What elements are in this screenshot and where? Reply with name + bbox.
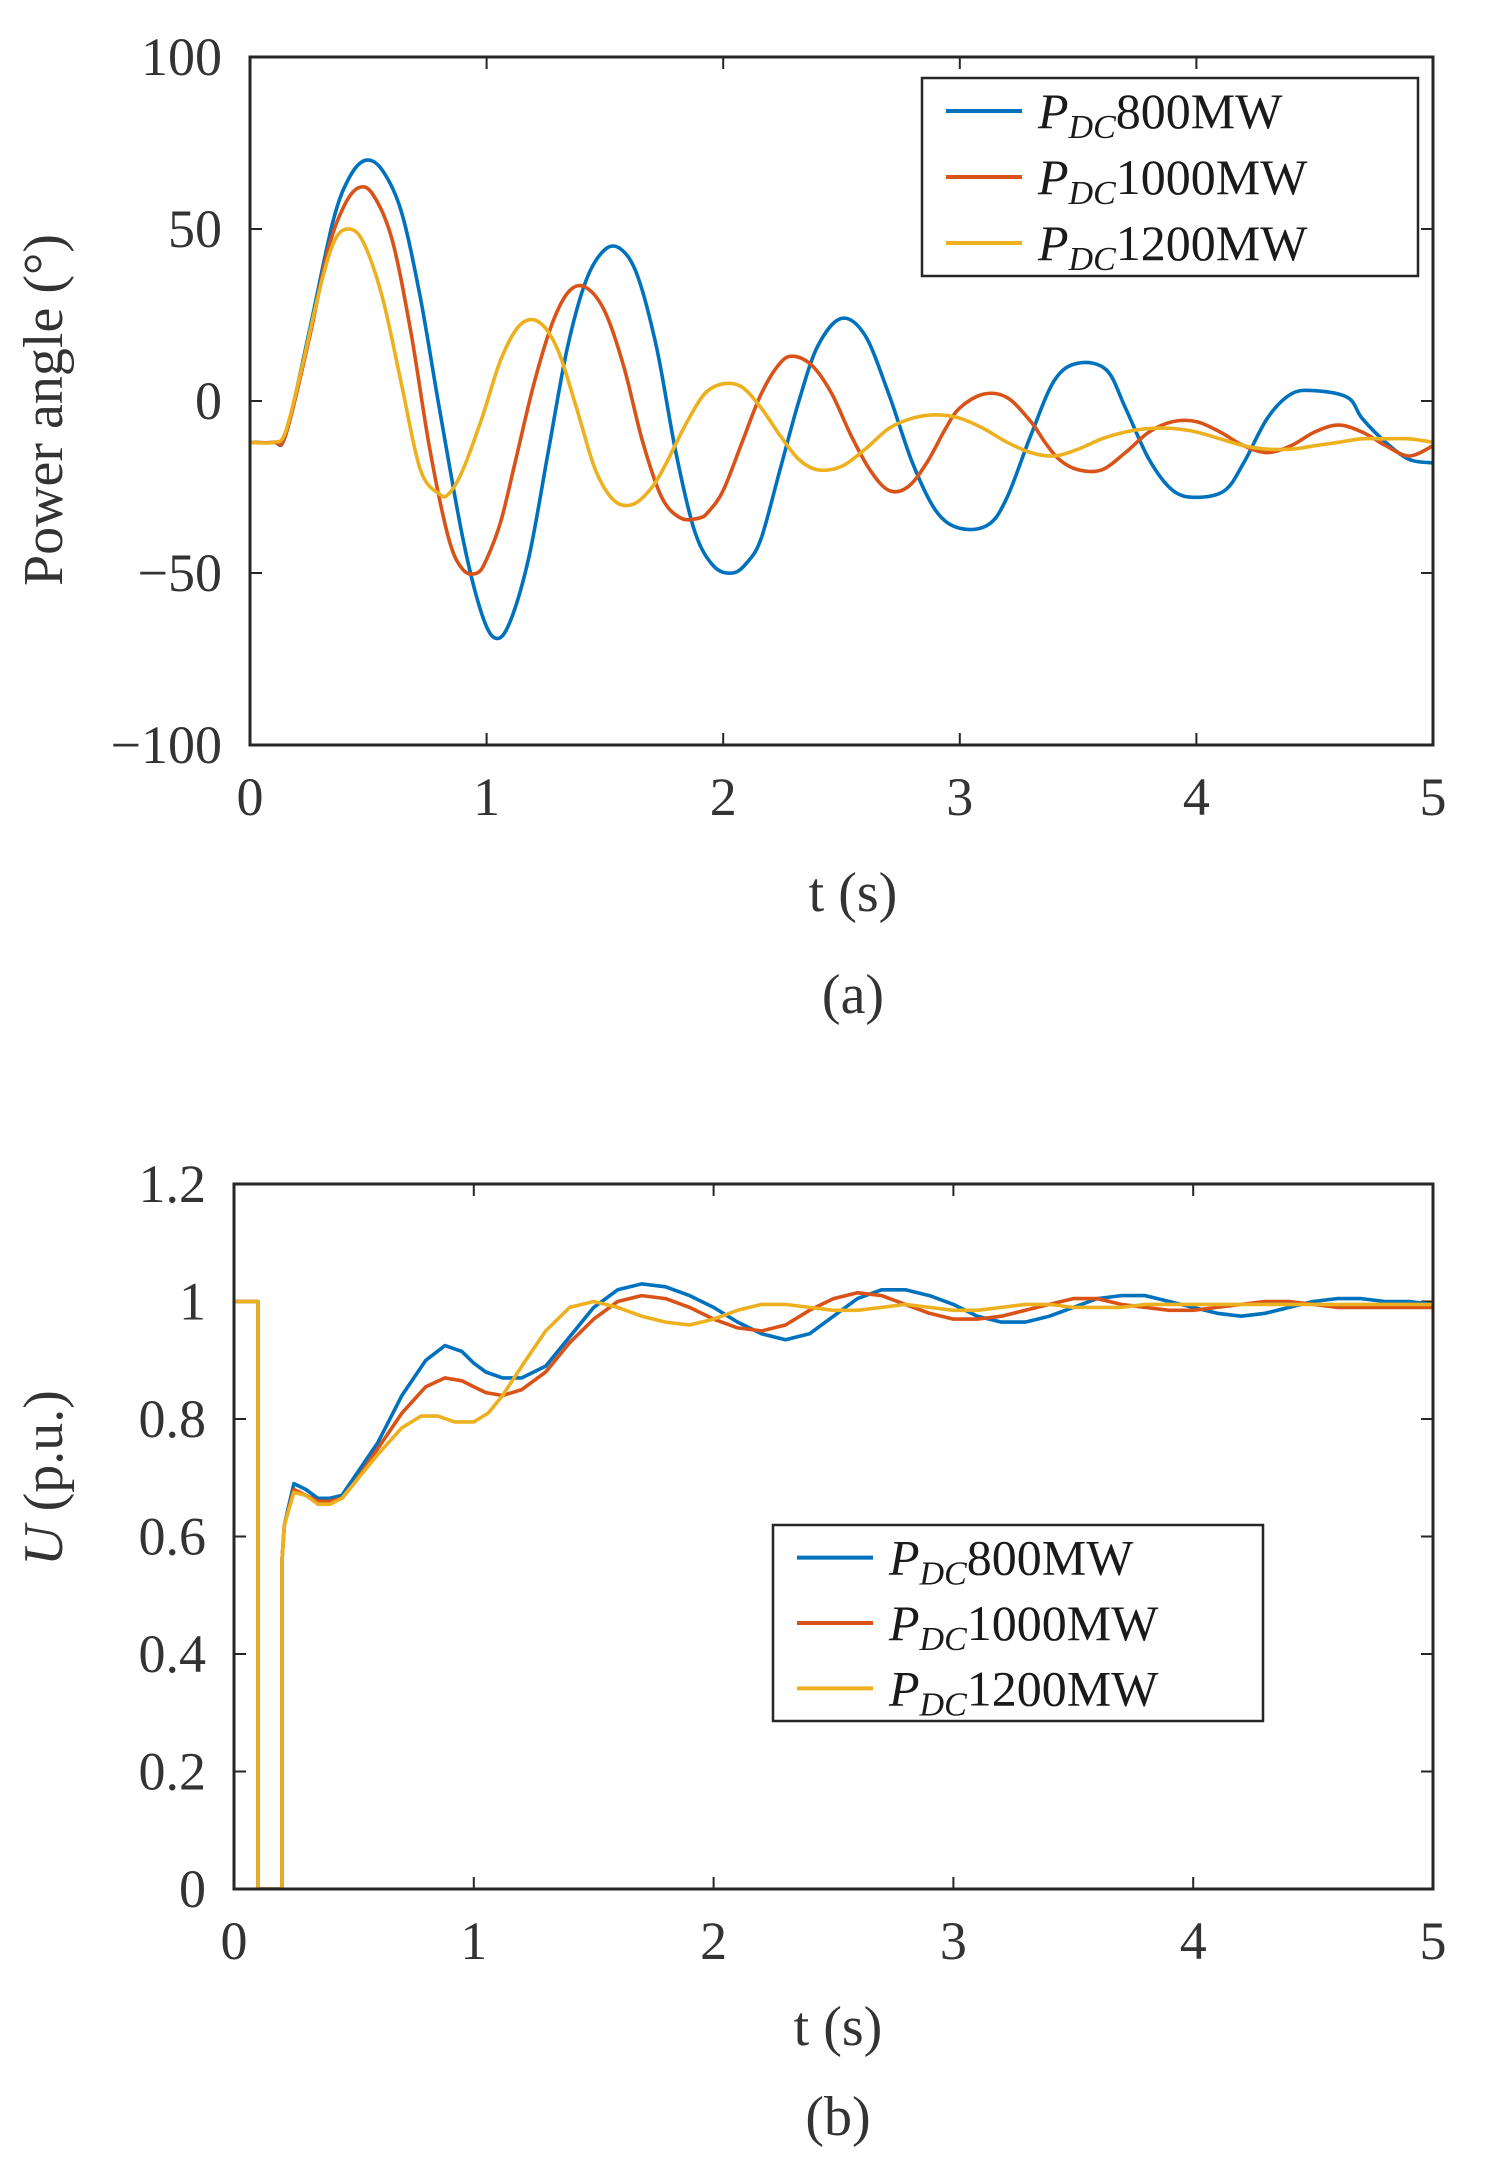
chart-a-x-tick-label: 1 bbox=[473, 767, 500, 827]
chart-a-y-tick-label: −50 bbox=[138, 543, 222, 603]
chart-a-legend-entry: PDC800MW bbox=[1037, 83, 1283, 146]
legend-symbol-p: P bbox=[888, 1530, 920, 1586]
chart-b-y-tick-label: 0 bbox=[179, 1859, 206, 1919]
chart-a-y-tick-label: −100 bbox=[111, 715, 222, 775]
legend-symbol-p: P bbox=[1037, 149, 1069, 205]
chart-a-plot-frame bbox=[248, 55, 1435, 747]
chart-a-x-tick-label: 4 bbox=[1183, 767, 1210, 827]
legend-value: 1000MW bbox=[1116, 149, 1308, 205]
chart-a-series-line-PDC800MW bbox=[250, 158, 1433, 641]
chart-a-legend-entry: PDC1000MW bbox=[1037, 149, 1308, 212]
chart-b-series-line-PDC1200MW bbox=[234, 1299, 1433, 1889]
chart-a-y-tick-label: 100 bbox=[141, 27, 222, 87]
legend-value: 1200MW bbox=[967, 1660, 1159, 1716]
chart-a-series-line-PDC1200MW bbox=[250, 227, 1433, 508]
chart-b-x-tick-label: 0 bbox=[221, 1911, 248, 1971]
chart-a-x-tick-label: 2 bbox=[710, 767, 737, 827]
chart-b-legend-entry: PDC800MW bbox=[888, 1530, 1134, 1593]
chart-a-lines bbox=[250, 158, 1433, 641]
chart-a-legend-entry: PDC1200MW bbox=[1037, 215, 1308, 278]
chart-a-x-axis-label: t (s) bbox=[809, 862, 898, 924]
chart-b-y-axis-label: U (p.u.) bbox=[13, 1390, 75, 1566]
chart-b-x-tick-label: 1 bbox=[460, 1911, 487, 1971]
chart-b-legend-entry: PDC1200MW bbox=[888, 1660, 1159, 1723]
legend-value: 1200MW bbox=[1116, 215, 1308, 271]
chart-b-y-tick-label: 1 bbox=[179, 1272, 206, 1332]
chart-b-lines bbox=[234, 1282, 1433, 1889]
chart-b-legend-entry: PDC1000MW bbox=[888, 1595, 1159, 1658]
legend-symbol-p: P bbox=[888, 1595, 920, 1651]
chart-a-x-tick-label: 5 bbox=[1420, 767, 1447, 827]
chart-b-caption: (b) bbox=[805, 2086, 870, 2148]
chart-a-y-tick-label: 50 bbox=[168, 199, 222, 259]
chart-b-plot-frame bbox=[232, 1182, 1435, 1891]
legend-value: 1000MW bbox=[967, 1595, 1159, 1651]
legend-subscript-dc: DC bbox=[1068, 175, 1117, 212]
legend-value: 800MW bbox=[1116, 83, 1283, 139]
chart-a-series-line-PDC1000MW bbox=[250, 185, 1433, 576]
legend-symbol-p: P bbox=[888, 1660, 920, 1716]
chart-b-x-tick-label: 2 bbox=[700, 1911, 727, 1971]
legend-subscript-dc: DC bbox=[919, 1556, 968, 1593]
legend-subscript-dc: DC bbox=[919, 1621, 968, 1658]
chart-b-y-tick-label: 0.8 bbox=[139, 1389, 207, 1449]
legend-subscript-dc: DC bbox=[1068, 241, 1117, 278]
chart-b-y-tick-label: 1.2 bbox=[139, 1154, 207, 1214]
chart-b-ticks: 0 1 2 3 4 5 1.2 1 0.8 0.6 0.4 0.2 0 bbox=[139, 1154, 1447, 1971]
chart-b-x-tick-label: 3 bbox=[940, 1911, 967, 1971]
chart-b-y-axis-label-symbol: U bbox=[13, 1522, 75, 1566]
chart-b-y-axis-label-unit: (p.u.) bbox=[13, 1390, 75, 1525]
chart-b-x-axis-label: t (s) bbox=[794, 1996, 883, 2058]
chart-a-ticks: 0 1 2 3 4 5 100 50 0 −50 −100 bbox=[111, 27, 1447, 827]
chart-a-power-angle: 0 1 2 3 4 5 100 50 0 −50 −100 t (s) Power angle (°… bbox=[13, 27, 1447, 1026]
legend-symbol-p: P bbox=[1037, 83, 1069, 139]
chart-a-caption: (a) bbox=[822, 964, 884, 1026]
chart-a-y-tick-label: 0 bbox=[195, 371, 222, 431]
chart-b-voltage: 0 1 2 3 4 5 1.2 1 0.8 0.6 0.4 0.2 0 t (s) U (p.u.) (… bbox=[13, 1154, 1447, 2148]
legend-symbol-p: P bbox=[1037, 215, 1069, 271]
chart-b-x-tick-label: 5 bbox=[1420, 1911, 1447, 1971]
chart-a-y-axis-label: Power angle (°) bbox=[13, 234, 75, 586]
chart-a-x-tick-label: 3 bbox=[946, 767, 973, 827]
chart-b-y-tick-label: 0.6 bbox=[139, 1507, 207, 1567]
chart-b-x-tick-label: 4 bbox=[1180, 1911, 1207, 1971]
chart-a-x-tick-label: 0 bbox=[237, 767, 264, 827]
chart-b-y-tick-label: 0.2 bbox=[139, 1742, 207, 1802]
chart-b-y-tick-label: 0.4 bbox=[139, 1624, 207, 1684]
legend-subscript-dc: DC bbox=[919, 1686, 968, 1723]
legend-subscript-dc: DC bbox=[1068, 109, 1117, 146]
legend-value: 800MW bbox=[967, 1530, 1134, 1586]
